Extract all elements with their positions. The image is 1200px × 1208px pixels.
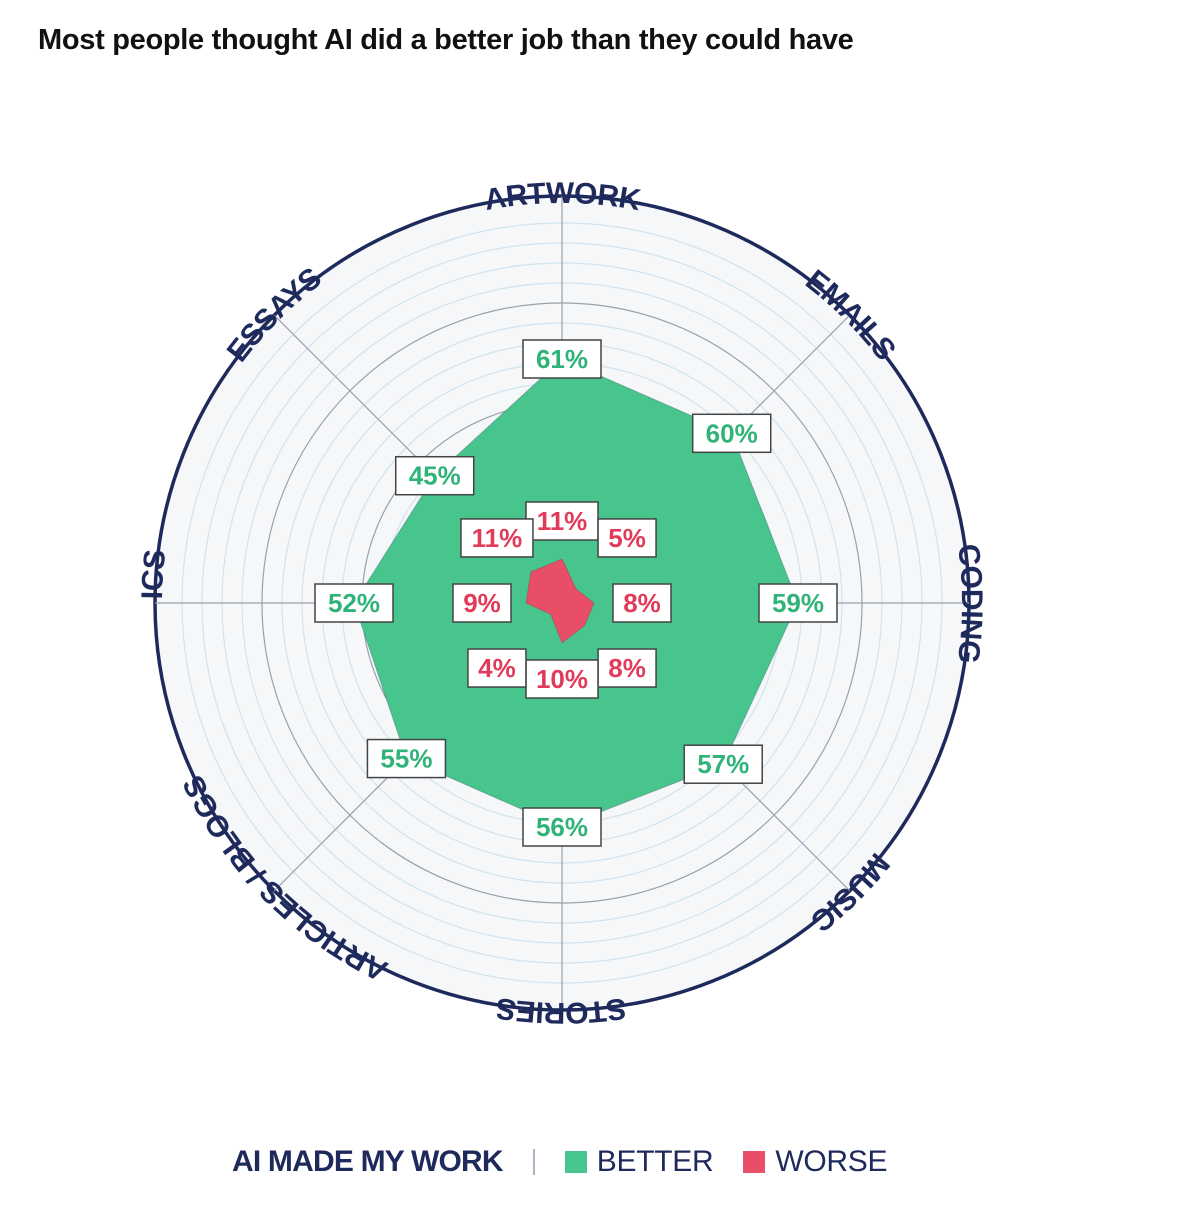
- better-value-label: 52%: [314, 583, 394, 623]
- legend-label-worse: WORSE: [775, 1145, 888, 1178]
- better-value-label: 61%: [522, 339, 602, 379]
- worse-value-label: 9%: [452, 583, 512, 623]
- series-area-worse: [525, 558, 595, 644]
- chart-title: Most people thought AI did a better job …: [38, 24, 854, 56]
- worse-value-label: 11%: [460, 518, 534, 558]
- worse-value-label: 10%: [525, 659, 599, 699]
- better-value-label: 57%: [683, 744, 763, 784]
- better-value-label: 55%: [366, 738, 447, 779]
- legend-item-worse: WORSE: [743, 1145, 887, 1179]
- category-label-lyrics: LYRICS: [0, 0, 172, 600]
- worse-value-label: 4%: [467, 648, 527, 688]
- worse-value-label-text: 11%: [537, 506, 588, 536]
- legend: AI MADE MY WORK BETTER WORSE: [232, 1140, 917, 1184]
- better-value-label-text: 60%: [706, 418, 758, 448]
- better-value-label-text: 59%: [772, 588, 824, 618]
- worse-value-label: 8%: [597, 648, 657, 688]
- legend-title: AI MADE MY WORK: [232, 1145, 504, 1178]
- worse-value-label-text: 8%: [608, 653, 646, 683]
- better-value-label: 59%: [758, 583, 838, 623]
- worse-value-label-text: 4%: [478, 653, 516, 683]
- better-value-label-text: 45%: [409, 461, 461, 491]
- better-value-label-text: 56%: [536, 812, 588, 842]
- worse-value-label: 11%: [525, 501, 599, 541]
- category-label-stories: STORIES: [494, 991, 628, 1029]
- worse-value-label-text: 5%: [608, 523, 646, 553]
- better-value-label-text: 61%: [536, 344, 588, 374]
- worse-value-label: 5%: [597, 518, 657, 558]
- legend-separator: [532, 1149, 535, 1175]
- worse-value-label-text: 10%: [536, 664, 588, 694]
- worse-value-label-text: 9%: [463, 588, 501, 618]
- better-value-label: 56%: [522, 807, 602, 847]
- worse-value-label-text: 11%: [472, 523, 523, 553]
- legend-swatch-worse: [743, 1151, 766, 1173]
- legend-label-better: BETTER: [596, 1145, 714, 1178]
- better-value-label-text: 52%: [328, 588, 380, 618]
- category-label-coding: CODING: [951, 542, 988, 665]
- legend-swatch-better: [564, 1151, 587, 1173]
- worse-value-label: 8%: [612, 583, 672, 623]
- better-value-label: 60%: [691, 413, 772, 454]
- better-value-label: 45%: [394, 455, 475, 496]
- better-value-label-text: 55%: [380, 744, 432, 774]
- worse-value-label-text: 8%: [623, 588, 661, 618]
- better-value-label-text: 57%: [697, 749, 749, 779]
- legend-item-better: BETTER: [564, 1145, 714, 1179]
